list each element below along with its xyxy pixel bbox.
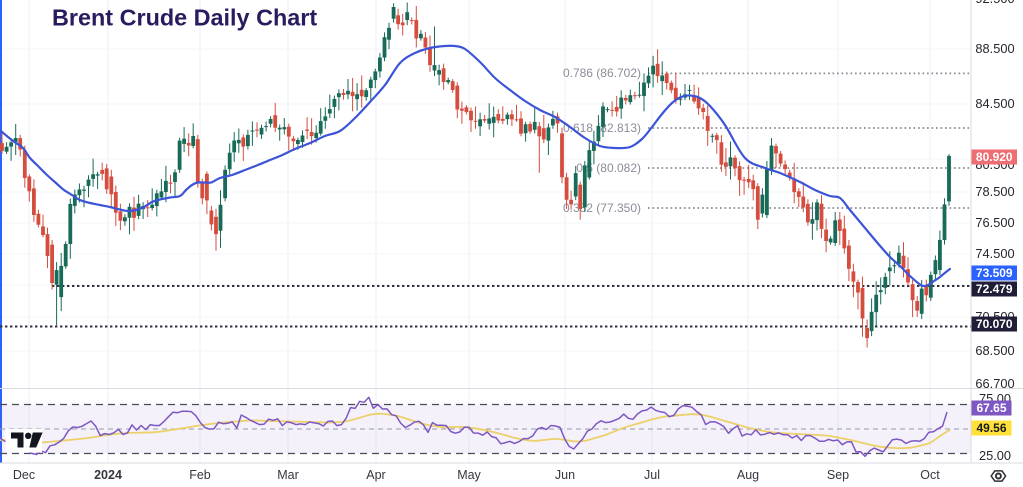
svg-text:92.500: 92.500 (975, 0, 1014, 6)
svg-text:25.00: 25.00 (979, 448, 1011, 463)
svg-text:Jun: Jun (555, 468, 575, 482)
svg-text:73.509: 73.509 (976, 266, 1013, 280)
svg-text:Jul: Jul (644, 468, 660, 482)
svg-text:2024: 2024 (94, 468, 122, 482)
svg-text:76.500: 76.500 (975, 215, 1014, 230)
svg-text:May: May (457, 468, 481, 482)
svg-text:Dec: Dec (13, 468, 35, 482)
svg-text:80.920: 80.920 (976, 150, 1013, 164)
svg-text:68.500: 68.500 (975, 343, 1014, 358)
svg-text:66.700: 66.700 (975, 376, 1014, 391)
svg-text:72.479: 72.479 (976, 282, 1013, 296)
svg-text:Oct: Oct (920, 468, 940, 482)
svg-text:0.786 (86.702): 0.786 (86.702) (563, 66, 641, 80)
svg-text:Mar: Mar (277, 468, 299, 482)
svg-text:Apr: Apr (366, 468, 385, 482)
svg-text:88.500: 88.500 (975, 41, 1014, 56)
svg-text:74.500: 74.500 (975, 246, 1014, 261)
svg-text:0.5 (80.082): 0.5 (80.082) (576, 161, 641, 175)
svg-text:Aug: Aug (737, 468, 759, 482)
svg-text:Brent Crude Daily Chart: Brent Crude Daily Chart (52, 5, 317, 31)
svg-text:70.070: 70.070 (976, 317, 1013, 331)
svg-text:0.382 (77.350): 0.382 (77.350) (563, 201, 641, 215)
svg-text:Feb: Feb (189, 468, 211, 482)
svg-text:67.65: 67.65 (976, 401, 1006, 415)
svg-text:0.618 (82.813): 0.618 (82.813) (563, 121, 641, 135)
svg-text:84.500: 84.500 (975, 96, 1014, 111)
svg-text:49.56: 49.56 (976, 421, 1006, 435)
svg-text:Sep: Sep (827, 468, 849, 482)
svg-text:78.500: 78.500 (975, 184, 1014, 199)
